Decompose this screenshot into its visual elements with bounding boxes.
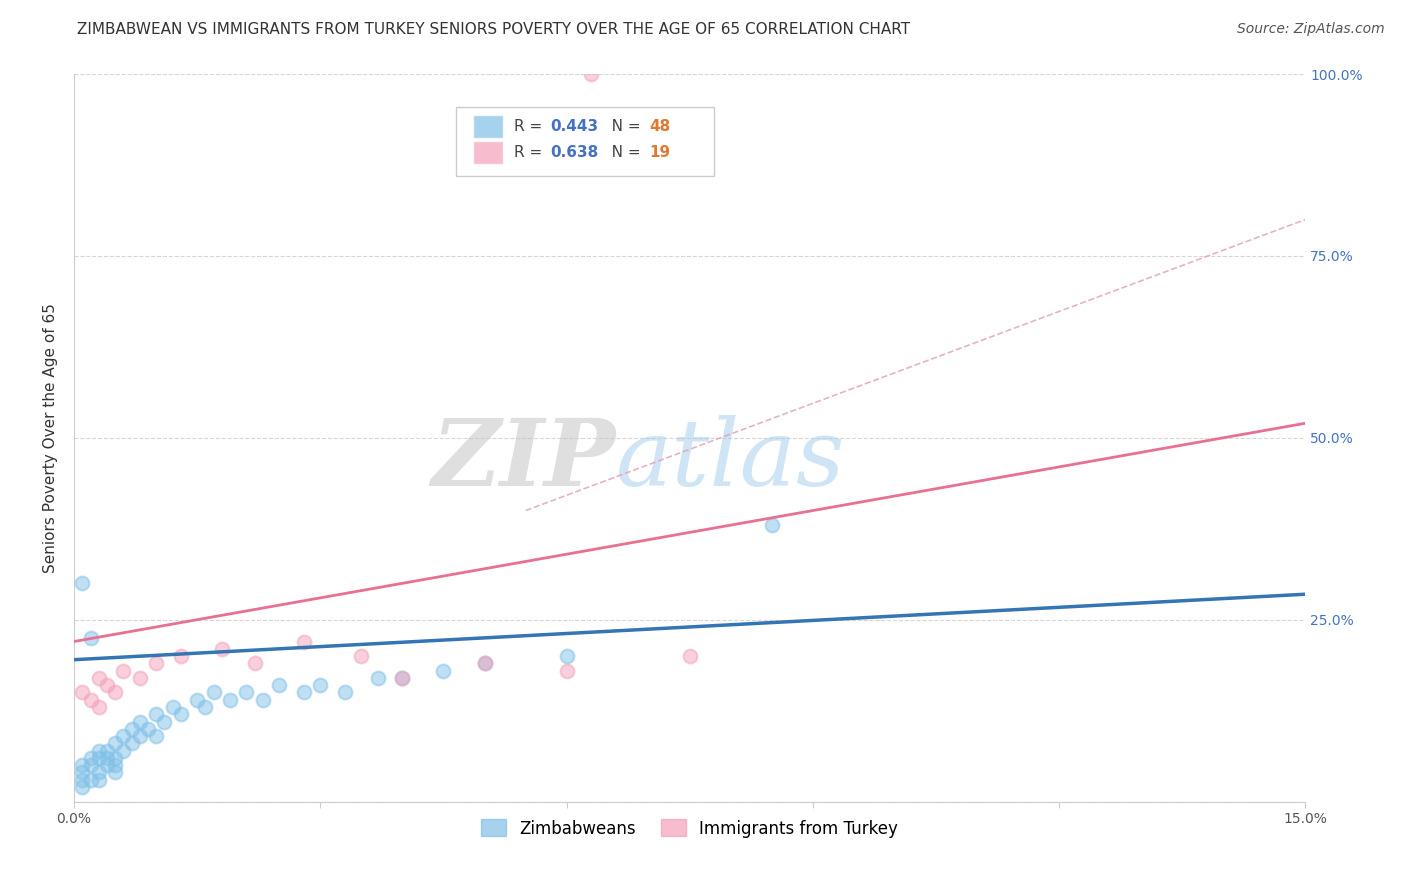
Point (432, 664, 454, 678)
Point (104, 765, 127, 780)
Point (79, 751, 101, 765)
Point (474, 657, 496, 671)
Point (194, 700, 217, 714)
FancyBboxPatch shape (472, 141, 502, 164)
Point (153, 714, 176, 729)
Point (211, 641, 233, 656)
Text: N =: N = (598, 145, 645, 160)
Point (391, 671, 413, 685)
Text: 19: 19 (650, 145, 671, 160)
Text: Source: ZipAtlas.com: Source: ZipAtlas.com (1237, 22, 1385, 37)
Point (72, 685, 94, 699)
Point (72, 780, 94, 794)
Point (96, 678, 118, 692)
Point (87, 671, 110, 685)
Point (128, 729, 150, 743)
Point (269, 678, 291, 692)
Text: R =: R = (513, 145, 547, 160)
Point (292, 685, 315, 699)
Point (292, 634, 315, 648)
Text: atlas: atlas (616, 415, 845, 505)
Point (96, 744, 118, 758)
Point (243, 657, 266, 671)
Point (235, 685, 257, 699)
Point (136, 722, 159, 736)
Point (145, 657, 167, 671)
Point (79, 692, 101, 706)
Point (128, 714, 150, 729)
Point (162, 700, 184, 714)
Point (87, 700, 110, 714)
Point (679, 648, 702, 663)
Point (309, 678, 332, 692)
Point (112, 729, 135, 743)
Point (104, 758, 127, 772)
FancyBboxPatch shape (472, 115, 502, 138)
Point (72, 576, 94, 591)
Text: 48: 48 (650, 119, 671, 134)
Point (79, 631, 101, 645)
Point (79, 772, 101, 787)
Point (145, 729, 167, 743)
Point (202, 685, 225, 699)
Text: 0.638: 0.638 (551, 145, 599, 160)
Point (72, 765, 94, 780)
Point (170, 707, 193, 722)
Point (555, 648, 578, 663)
Point (79, 758, 101, 772)
Point (96, 751, 118, 765)
Point (112, 664, 135, 678)
Text: ZIMBABWEAN VS IMMIGRANTS FROM TURKEY SENIORS POVERTY OVER THE AGE OF 65 CORRELAT: ZIMBABWEAN VS IMMIGRANTS FROM TURKEY SEN… (77, 22, 911, 37)
Point (87, 744, 110, 758)
Text: R =: R = (513, 119, 547, 134)
Point (72, 772, 94, 787)
Text: N =: N = (598, 119, 645, 134)
Point (121, 736, 143, 750)
Point (104, 685, 127, 699)
Point (367, 671, 389, 685)
FancyBboxPatch shape (456, 107, 714, 176)
Point (87, 765, 110, 780)
Point (333, 685, 356, 699)
Point (145, 707, 167, 722)
Point (170, 648, 193, 663)
Point (581, 67, 603, 81)
Text: ZIP: ZIP (432, 415, 616, 505)
Point (761, 518, 783, 533)
Point (87, 772, 110, 787)
Point (252, 692, 274, 706)
Point (112, 744, 135, 758)
Point (128, 671, 150, 685)
Point (474, 657, 496, 671)
Point (96, 758, 118, 772)
Y-axis label: Seniors Poverty Over the Age of 65: Seniors Poverty Over the Age of 65 (44, 303, 58, 573)
Point (104, 736, 127, 750)
Point (87, 751, 110, 765)
Point (555, 664, 578, 678)
Point (350, 648, 373, 663)
Point (219, 692, 242, 706)
Text: 0.443: 0.443 (551, 119, 599, 134)
Point (186, 692, 208, 706)
Point (391, 671, 413, 685)
Point (121, 722, 143, 736)
Point (72, 758, 94, 772)
Legend: Zimbabweans, Immigrants from Turkey: Zimbabweans, Immigrants from Turkey (474, 813, 905, 844)
Point (104, 751, 127, 765)
